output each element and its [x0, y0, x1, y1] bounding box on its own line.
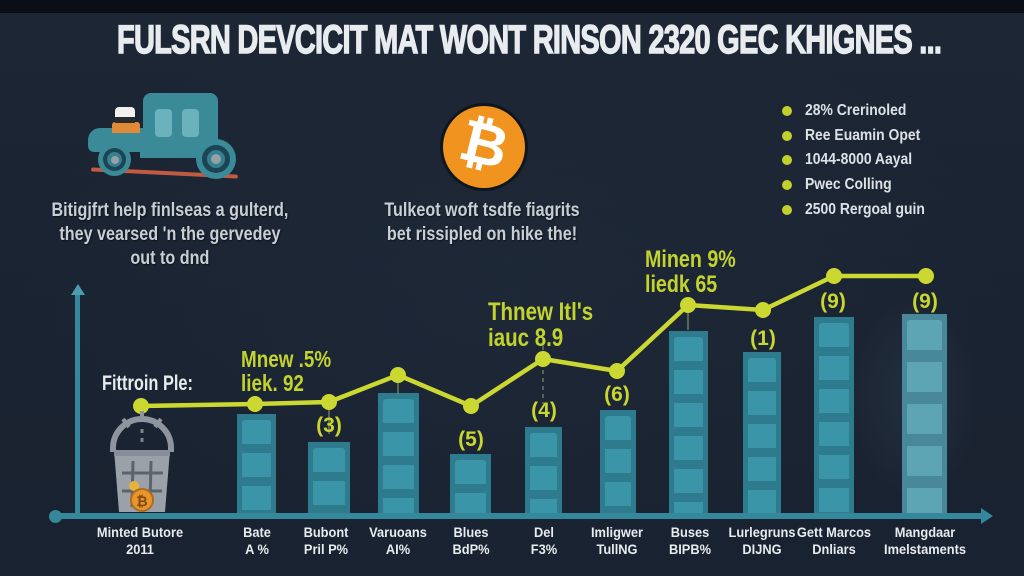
svg-text:₿: ₿	[136, 493, 147, 509]
